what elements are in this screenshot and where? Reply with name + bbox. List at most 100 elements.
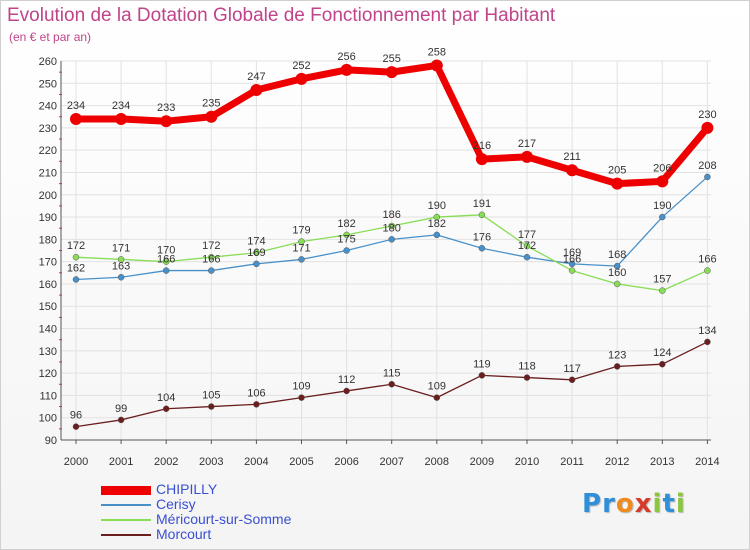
legend-label: Méricourt-sur-Somme	[156, 511, 292, 527]
data-label: 115	[383, 367, 401, 379]
data-point	[613, 280, 621, 288]
data-point	[253, 260, 260, 268]
data-point	[659, 287, 666, 294]
data-point	[704, 338, 711, 346]
data-label: 172	[67, 240, 85, 252]
data-point	[340, 63, 353, 76]
legend-label: CHIPILLY	[156, 481, 218, 497]
data-label: 172	[202, 240, 220, 252]
data-label: 106	[247, 387, 265, 399]
data-label: 258	[428, 46, 446, 58]
y-tick-label: 220	[39, 145, 57, 157]
data-label: 234	[112, 100, 130, 112]
data-point	[205, 110, 218, 123]
legend-swatch	[101, 485, 151, 495]
data-label: 182	[428, 218, 446, 230]
x-tick-label: 2004	[244, 456, 268, 468]
chart-title: Evolution de la Dotation Globale de Fonc…	[7, 5, 556, 26]
data-label: 166	[202, 254, 220, 266]
data-label: 175	[337, 234, 355, 246]
data-label: 109	[428, 381, 446, 393]
data-point	[343, 231, 350, 239]
data-point	[659, 360, 666, 368]
data-label: 235	[202, 98, 220, 110]
legend-label: Morcourt	[156, 526, 212, 542]
data-point	[568, 267, 576, 274]
data-point	[388, 236, 395, 243]
data-point	[523, 374, 531, 381]
x-tick-label: 2006	[334, 456, 358, 468]
data-point	[298, 394, 305, 401]
x-tick-label: 2013	[650, 456, 674, 468]
data-label: 119	[473, 358, 491, 370]
y-tick-label: 180	[39, 234, 57, 246]
data-label: 247	[247, 71, 265, 83]
data-point	[162, 267, 170, 274]
data-label: 124	[653, 347, 671, 359]
data-label: 230	[698, 109, 716, 121]
data-point	[388, 222, 395, 230]
data-point	[433, 231, 441, 239]
data-point	[523, 242, 531, 250]
data-label: 104	[157, 392, 175, 404]
x-tick-label: 2000	[64, 456, 88, 468]
legend-label: Cerisy	[156, 496, 196, 512]
data-label: 191	[473, 198, 491, 210]
data-label: 174	[247, 236, 265, 248]
data-label: 233	[157, 102, 175, 114]
data-label: 172	[518, 240, 536, 252]
data-point	[208, 403, 215, 410]
data-point	[298, 238, 305, 245]
x-tick-label: 2009	[470, 456, 494, 468]
x-tick-label: 2012	[605, 456, 629, 468]
data-label: 166	[563, 254, 581, 266]
data-label: 123	[608, 349, 626, 361]
y-tick-label: 240	[39, 101, 57, 113]
data-point	[160, 115, 173, 128]
x-tick-label: 2001	[109, 456, 133, 468]
data-label: 171	[112, 242, 130, 254]
data-label: 166	[157, 254, 175, 266]
data-label: 118	[518, 361, 536, 373]
data-point	[568, 376, 576, 384]
legend-swatch	[101, 504, 151, 506]
data-label: 255	[383, 53, 401, 65]
data-point	[478, 245, 486, 252]
data-label: 166	[698, 254, 716, 266]
data-point	[475, 153, 488, 166]
data-point	[521, 150, 533, 163]
data-label: 190	[428, 200, 446, 212]
data-label: 252	[292, 60, 310, 72]
data-label: 180	[383, 222, 401, 234]
data-label: 170	[157, 245, 175, 257]
y-tick-label: 250	[39, 78, 57, 90]
x-tick-label: 2003	[199, 456, 223, 468]
data-label: 163	[112, 260, 130, 272]
data-point	[523, 253, 531, 261]
data-point	[659, 213, 666, 221]
data-point	[433, 213, 441, 221]
data-point	[704, 173, 711, 181]
x-tick-label: 2011	[560, 456, 584, 468]
data-label: 112	[338, 374, 356, 386]
y-tick-label: 150	[39, 301, 57, 313]
data-point	[115, 112, 128, 125]
data-point	[430, 59, 443, 72]
data-label: 211	[563, 151, 581, 163]
data-point	[613, 262, 621, 270]
data-point	[656, 175, 669, 188]
data-label: 96	[70, 410, 82, 422]
data-point	[162, 258, 170, 265]
data-point	[70, 112, 82, 125]
data-point	[433, 394, 441, 401]
data-label: 134	[698, 325, 716, 337]
x-tick-label: 2010	[515, 456, 539, 468]
x-tick-label: 2007	[379, 456, 403, 468]
x-tick-label: 2014	[695, 456, 719, 468]
y-tick-label: 140	[39, 324, 57, 336]
x-tick-label: 2002	[154, 456, 178, 468]
data-label: 234	[67, 100, 85, 112]
data-point	[117, 256, 125, 263]
data-point	[162, 405, 170, 413]
